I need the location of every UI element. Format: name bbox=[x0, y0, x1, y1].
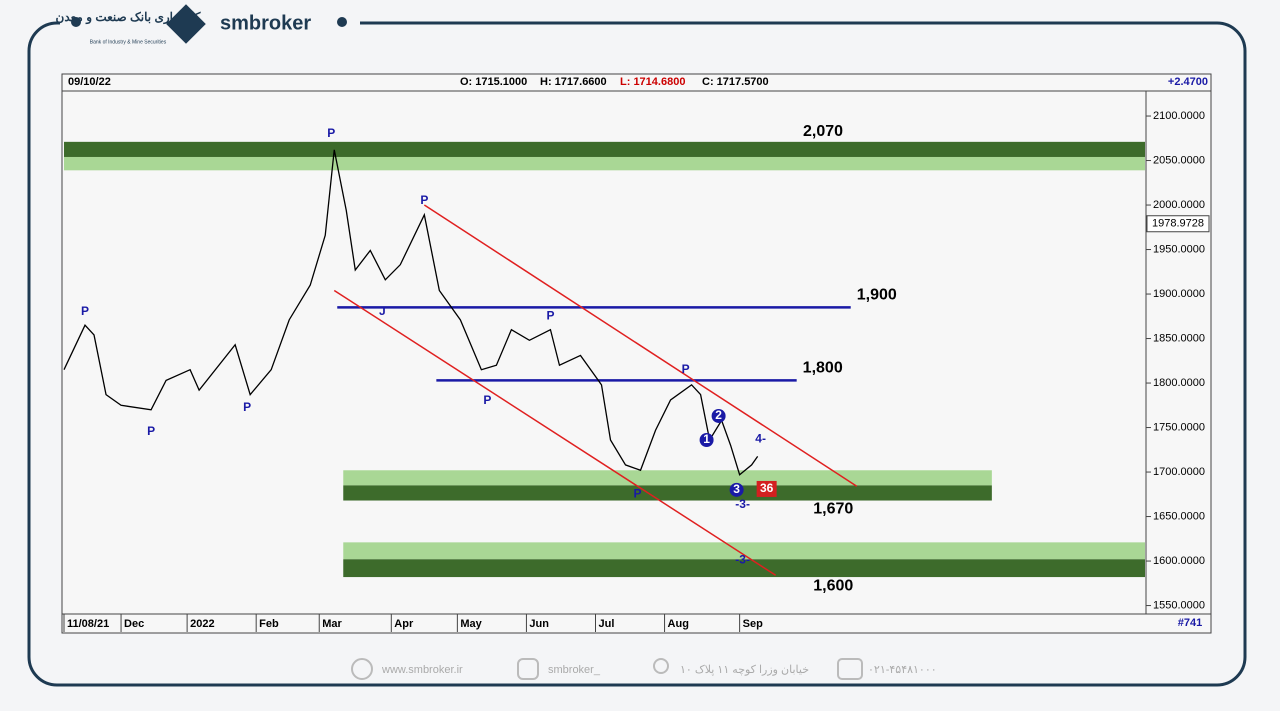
x-tick-label: Apr bbox=[394, 618, 414, 630]
annotation: 3 bbox=[733, 482, 740, 496]
brand: smbroker bbox=[220, 12, 311, 34]
annotation: P bbox=[546, 308, 554, 322]
x-tick-label: Aug bbox=[668, 618, 689, 630]
low: L: 1714.6800 bbox=[620, 76, 685, 88]
y-tick-label: 1950.0000 bbox=[1153, 243, 1205, 255]
phone: ۰۲۱-۴۵۴۸۱۰۰۰ bbox=[868, 664, 937, 676]
y-tick-label: 1800.0000 bbox=[1153, 377, 1205, 389]
open: O: 1715.1000 bbox=[460, 76, 527, 88]
zone-dark bbox=[343, 485, 992, 501]
x-tick-label: Mar bbox=[322, 618, 342, 630]
last-value-label: 1978.9728 bbox=[1152, 218, 1204, 230]
annotation: P bbox=[634, 486, 642, 500]
channel-line bbox=[333, 289, 777, 576]
annotation: P bbox=[483, 393, 491, 407]
y-tick-label: 1550.0000 bbox=[1153, 599, 1205, 611]
map-icon bbox=[653, 658, 669, 674]
y-tick-label: 2050.0000 bbox=[1153, 154, 1205, 166]
y-tick-label: 1600.0000 bbox=[1153, 555, 1205, 567]
wave-marker bbox=[699, 433, 714, 448]
annotation: P bbox=[147, 424, 155, 438]
dot bbox=[71, 17, 81, 27]
annotation: 4- bbox=[755, 431, 766, 445]
y-tick-label: 2000.0000 bbox=[1153, 199, 1205, 211]
phone-icon bbox=[837, 658, 863, 680]
annotation: -3- bbox=[735, 497, 750, 511]
zone-dark bbox=[64, 141, 1145, 157]
annotation: J bbox=[379, 304, 386, 318]
y-tick-label: 2100.0000 bbox=[1153, 110, 1205, 122]
persian-name: کارگزاری بانک صنعت و معدن bbox=[56, 9, 201, 25]
channel-line bbox=[423, 204, 858, 487]
header-bg bbox=[60, 8, 360, 44]
change: +2.4700 bbox=[1168, 76, 1208, 88]
y-tick-label: 1700.0000 bbox=[1153, 466, 1205, 478]
website: www.smbroker.ir bbox=[381, 664, 463, 676]
x-tick-label: Sep bbox=[743, 618, 763, 630]
x-tick-label: 2022 bbox=[190, 618, 214, 630]
annotation: P bbox=[81, 304, 89, 318]
date: 09/10/22 bbox=[68, 76, 111, 88]
zone-label: 2,070 bbox=[803, 123, 843, 140]
x-tick-label: May bbox=[460, 618, 482, 630]
x-tick-label: Feb bbox=[259, 618, 279, 630]
annotation: 36 bbox=[760, 481, 774, 495]
annotation: P bbox=[420, 193, 428, 207]
x-tick-label: Jun bbox=[529, 618, 549, 630]
y-tick-label: 1900.0000 bbox=[1153, 288, 1205, 300]
x-tick-label: Jul bbox=[598, 618, 614, 630]
annotation: P bbox=[682, 362, 690, 376]
zone-label: 1,670 bbox=[813, 501, 853, 518]
web-icon bbox=[351, 658, 373, 680]
annotation: P bbox=[243, 400, 251, 414]
zone-light bbox=[64, 156, 1145, 171]
close: C: 1717.5700 bbox=[702, 76, 769, 88]
zone-label: 1,600 bbox=[813, 577, 853, 594]
dot bbox=[337, 17, 347, 27]
annotation: -3- bbox=[735, 552, 750, 566]
zone-light bbox=[343, 542, 1146, 560]
x-tick-label: Dec bbox=[124, 618, 144, 630]
instagram: smbroker_ bbox=[548, 664, 601, 676]
annotation: 2 bbox=[715, 408, 722, 422]
address: خیابان وزرا کوچه ۱۱ پلاک ۱۰ bbox=[680, 664, 809, 676]
x-tick-label: 11/08/21 bbox=[67, 618, 109, 630]
wave-marker bbox=[729, 482, 744, 497]
bar-count: #741 bbox=[1178, 617, 1202, 629]
y-tick-label: 1850.0000 bbox=[1153, 332, 1205, 344]
level-label: 1,800 bbox=[803, 360, 843, 377]
logo-icon bbox=[166, 4, 206, 44]
level-label: 1,900 bbox=[857, 287, 897, 304]
annotation: P bbox=[327, 126, 335, 140]
zone-light bbox=[343, 470, 992, 486]
high: H: 1717.6600 bbox=[540, 76, 607, 88]
zone-dark bbox=[343, 559, 1146, 578]
y-tick-label: 1650.0000 bbox=[1153, 510, 1205, 522]
y-tick-label: 1750.0000 bbox=[1153, 421, 1205, 433]
count-box bbox=[756, 480, 777, 497]
insta-icon bbox=[517, 658, 539, 680]
price-line bbox=[63, 149, 759, 476]
wave-marker bbox=[711, 408, 726, 423]
english-name: Bank of Industry & Mine Securities bbox=[90, 39, 167, 45]
annotation: 1 bbox=[703, 432, 710, 446]
last-value-box bbox=[1146, 215, 1210, 233]
